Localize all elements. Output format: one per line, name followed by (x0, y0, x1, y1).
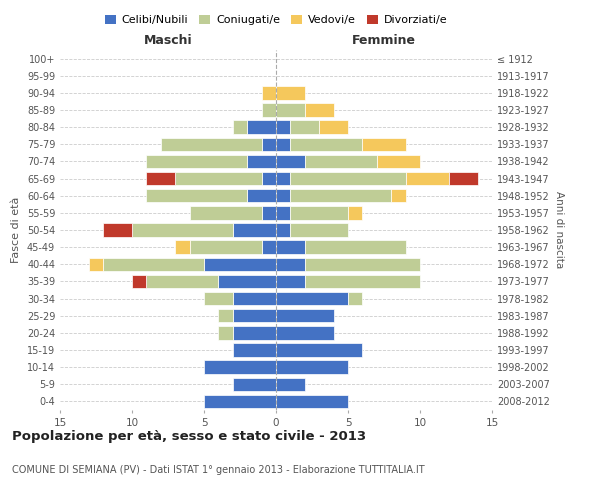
Bar (262, 86, 276, 100)
Bar (262, 172, 276, 186)
Bar (204, 258, 276, 271)
Bar (262, 138, 276, 151)
Bar (233, 378, 276, 391)
Bar (362, 138, 406, 151)
Bar (276, 206, 290, 220)
Bar (175, 240, 190, 254)
Bar (190, 206, 262, 220)
Text: Femmine: Femmine (352, 34, 416, 48)
Bar (218, 309, 233, 322)
Bar (132, 224, 233, 236)
Bar (146, 189, 247, 202)
Text: COMUNE DI SEMIANA (PV) - Dati ISTAT 1° gennaio 2013 - Elaborazione TUTTITALIA.IT: COMUNE DI SEMIANA (PV) - Dati ISTAT 1° g… (12, 465, 425, 475)
Bar (247, 120, 276, 134)
Bar (276, 309, 334, 322)
Y-axis label: Anni di nascita: Anni di nascita (554, 192, 563, 268)
Legend: Celibi/Nubili, Coniugati/e, Vedovi/e, Divorziati/e: Celibi/Nubili, Coniugati/e, Vedovi/e, Di… (100, 10, 452, 30)
Bar (348, 292, 362, 306)
Bar (276, 344, 362, 356)
Bar (103, 224, 132, 236)
Bar (290, 120, 319, 134)
Bar (290, 172, 406, 186)
Bar (290, 138, 362, 151)
Bar (305, 104, 334, 117)
Bar (218, 274, 276, 288)
Bar (305, 258, 420, 271)
Bar (233, 292, 276, 306)
Bar (204, 394, 276, 408)
Bar (204, 292, 233, 306)
Bar (233, 224, 276, 236)
Bar (290, 206, 348, 220)
Bar (449, 172, 478, 186)
Bar (204, 360, 276, 374)
Bar (103, 258, 204, 271)
Bar (391, 189, 406, 202)
Bar (276, 378, 305, 391)
Bar (233, 326, 276, 340)
Bar (247, 154, 276, 168)
Bar (233, 309, 276, 322)
Bar (132, 274, 146, 288)
Bar (406, 172, 449, 186)
Bar (276, 138, 290, 151)
Bar (276, 326, 334, 340)
Bar (319, 120, 348, 134)
Bar (175, 172, 262, 186)
Bar (276, 172, 290, 186)
Bar (218, 326, 233, 340)
Bar (247, 189, 276, 202)
Bar (276, 292, 348, 306)
Bar (276, 224, 290, 236)
Bar (190, 240, 262, 254)
Bar (146, 274, 218, 288)
Bar (290, 189, 391, 202)
Bar (276, 120, 290, 134)
Bar (89, 258, 103, 271)
Bar (276, 240, 305, 254)
Text: Maschi: Maschi (143, 34, 193, 48)
Bar (262, 206, 276, 220)
Bar (276, 274, 305, 288)
Bar (276, 189, 290, 202)
Bar (305, 240, 406, 254)
Bar (161, 138, 262, 151)
Bar (305, 274, 420, 288)
Bar (276, 258, 305, 271)
Bar (233, 120, 247, 134)
Bar (377, 154, 420, 168)
Y-axis label: Fasce di età: Fasce di età (11, 197, 21, 263)
Bar (233, 344, 276, 356)
Bar (276, 394, 348, 408)
Bar (146, 172, 175, 186)
Bar (262, 240, 276, 254)
Text: Popolazione per età, sesso e stato civile - 2013: Popolazione per età, sesso e stato civil… (12, 430, 366, 443)
Bar (146, 154, 247, 168)
Bar (276, 104, 305, 117)
Bar (276, 154, 305, 168)
Bar (276, 360, 348, 374)
Bar (348, 206, 362, 220)
Bar (276, 86, 305, 100)
Bar (290, 224, 348, 236)
Bar (305, 154, 377, 168)
Bar (262, 104, 276, 117)
